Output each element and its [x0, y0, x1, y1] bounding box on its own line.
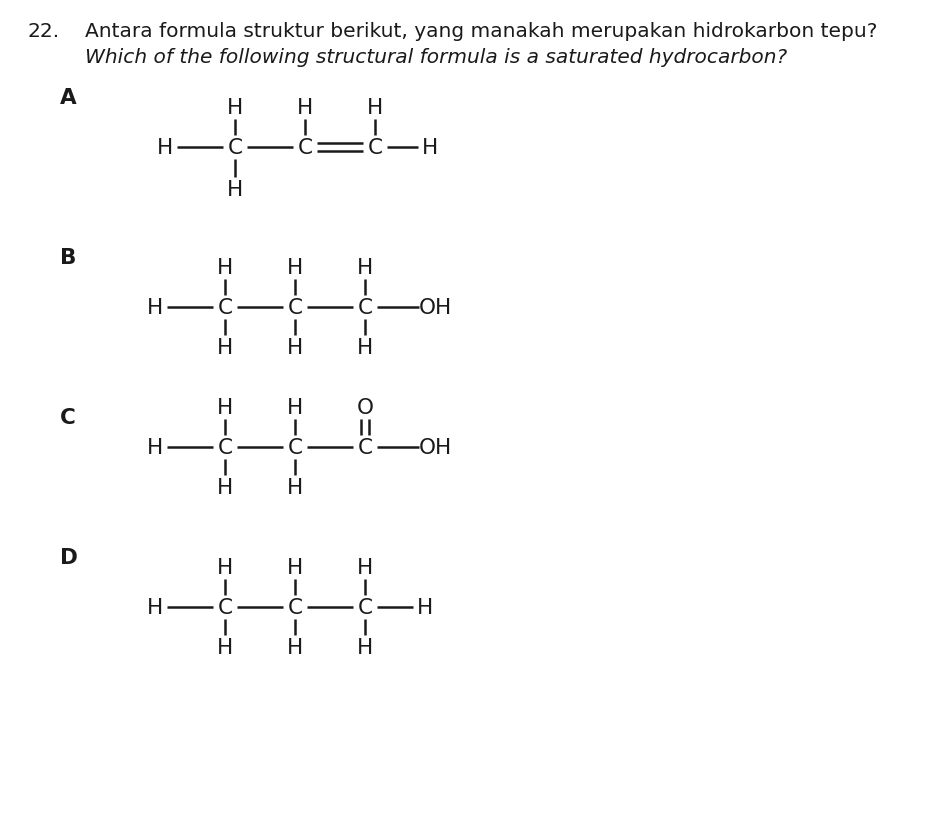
Text: H: H — [216, 477, 233, 497]
Text: H: H — [367, 98, 383, 118]
Text: C: C — [288, 597, 302, 617]
Text: H: H — [287, 398, 303, 417]
Text: H: H — [147, 437, 163, 457]
Text: H: H — [287, 637, 303, 657]
Text: C: C — [358, 597, 373, 617]
Text: H: H — [417, 597, 433, 617]
Text: H: H — [287, 477, 303, 497]
Text: C: C — [288, 298, 302, 318]
Text: C: C — [358, 298, 373, 318]
Text: Which of the following structural formula is a saturated hydrocarbon?: Which of the following structural formul… — [85, 48, 787, 67]
Text: H: H — [147, 298, 163, 318]
Text: H: H — [357, 558, 374, 578]
Text: C: C — [288, 437, 302, 457]
Text: B: B — [60, 247, 76, 268]
Text: H: H — [287, 257, 303, 278]
Text: H: H — [216, 257, 233, 278]
Text: C: C — [217, 597, 232, 617]
Text: C: C — [217, 437, 232, 457]
Text: A: A — [60, 88, 76, 108]
Text: H: H — [147, 597, 163, 617]
Text: H: H — [422, 138, 439, 158]
Text: H: H — [287, 558, 303, 578]
Text: Antara formula struktur berikut, yang manakah merupakan hidrokarbon tepu?: Antara formula struktur berikut, yang ma… — [85, 22, 877, 41]
Text: H: H — [216, 338, 233, 358]
Text: H: H — [296, 98, 313, 118]
Text: H: H — [357, 637, 374, 657]
Text: H: H — [216, 558, 233, 578]
Text: OH: OH — [419, 437, 452, 457]
Text: H: H — [287, 338, 303, 358]
Text: H: H — [357, 338, 374, 358]
Text: C: C — [60, 407, 76, 427]
Text: O: O — [357, 398, 374, 417]
Text: C: C — [297, 138, 312, 158]
Text: H: H — [216, 637, 233, 657]
Text: H: H — [227, 98, 243, 118]
Text: C: C — [228, 138, 243, 158]
Text: D: D — [60, 548, 78, 568]
Text: H: H — [157, 138, 173, 158]
Text: OH: OH — [419, 298, 452, 318]
Text: 22.: 22. — [28, 22, 60, 41]
Text: C: C — [368, 138, 382, 158]
Text: H: H — [227, 180, 243, 200]
Text: H: H — [216, 398, 233, 417]
Text: C: C — [358, 437, 373, 457]
Text: H: H — [357, 257, 374, 278]
Text: C: C — [217, 298, 232, 318]
